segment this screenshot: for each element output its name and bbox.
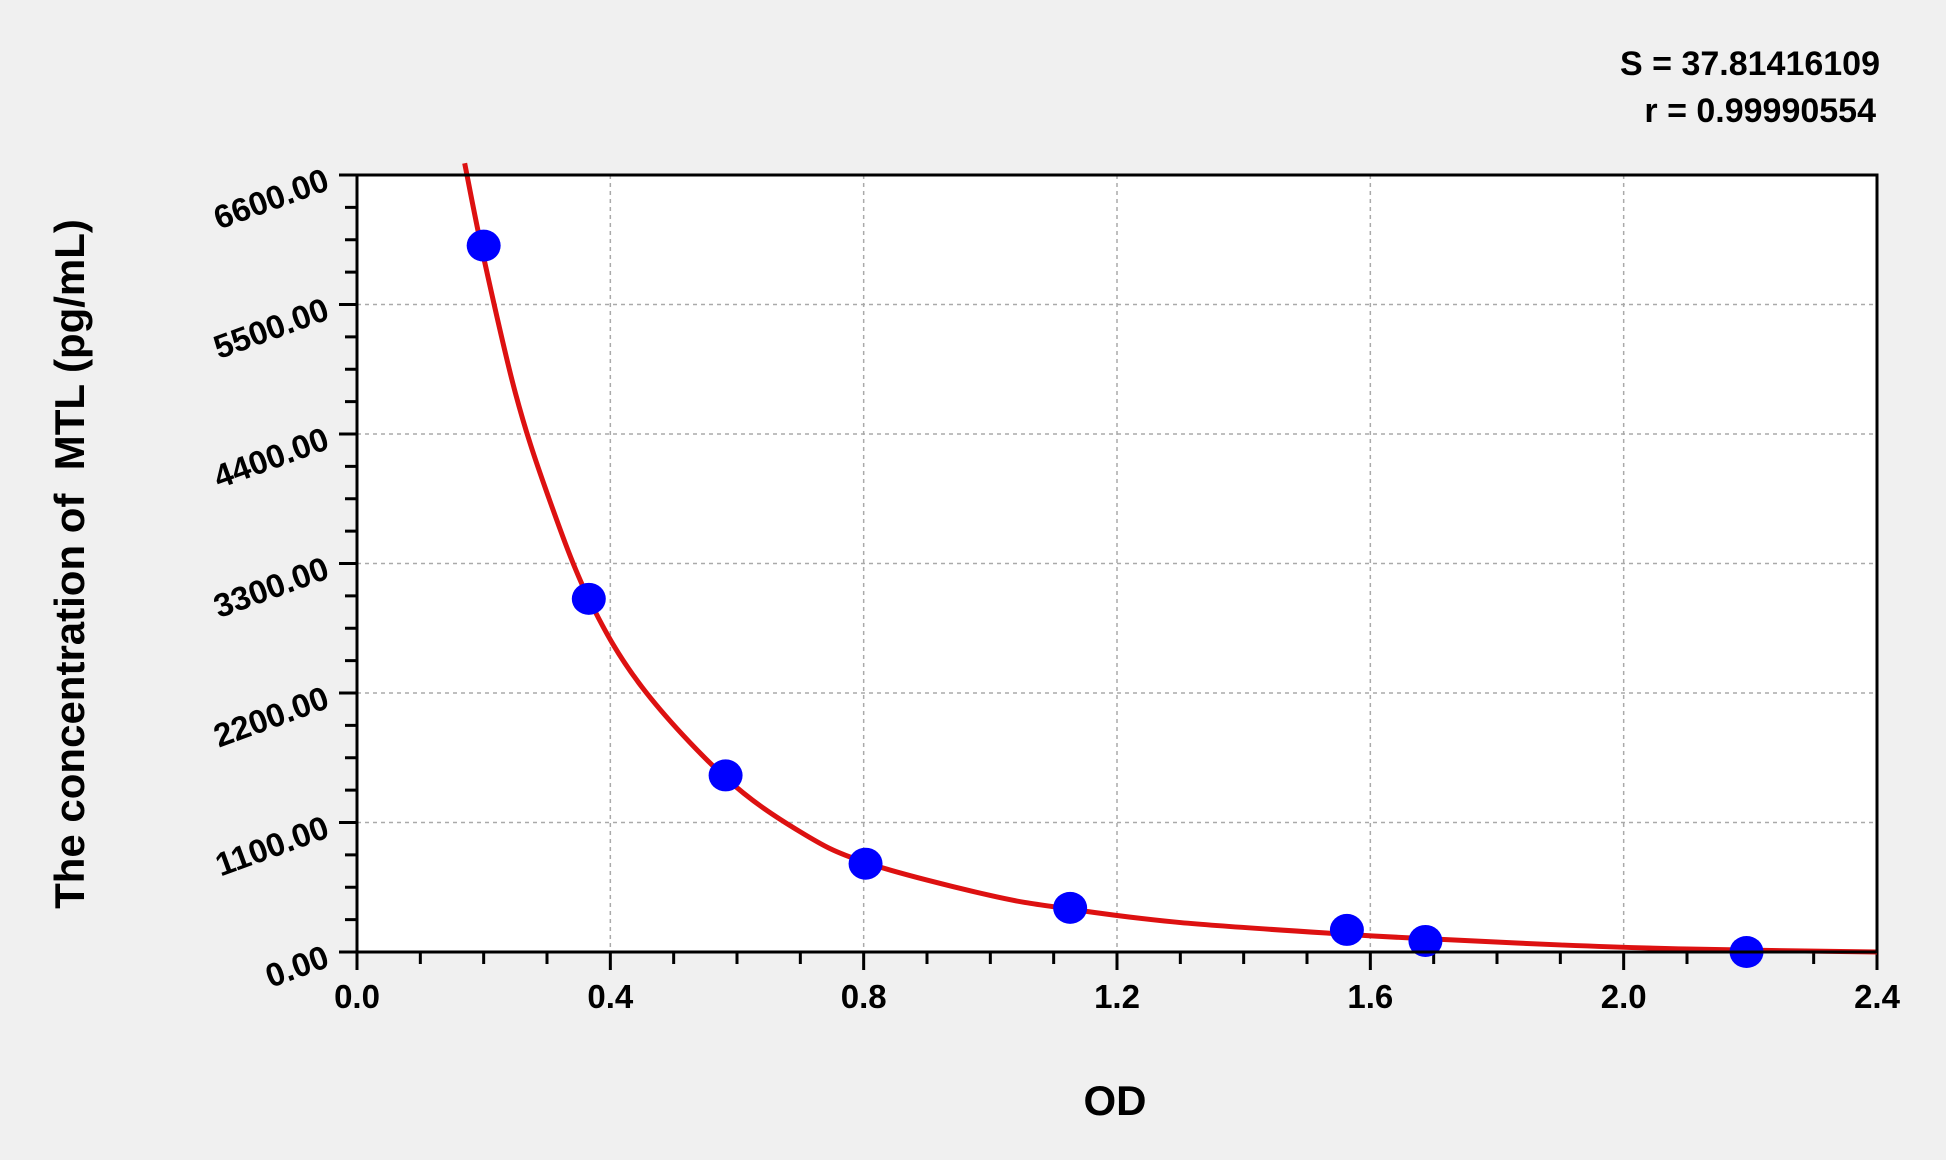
x-tick-label: 1.2	[1094, 978, 1140, 1015]
x-axis-label: OD	[1084, 1077, 1147, 1124]
data-point	[571, 582, 606, 615]
data-point	[1053, 891, 1088, 924]
x-tick-label: 2.4	[1854, 978, 1901, 1015]
stat-r: r = 0.99990554	[1644, 92, 1876, 130]
data-point	[1408, 924, 1443, 957]
grid-lines	[357, 175, 1877, 952]
data-point	[466, 229, 501, 262]
data-point	[848, 847, 883, 880]
data-point	[708, 759, 743, 792]
fit-curve-line	[462, 162, 1878, 955]
fit-curve-group	[462, 162, 1878, 955]
x-tick-label: 2.0	[1601, 978, 1647, 1015]
x-tick-label: 0.8	[841, 978, 887, 1015]
stat-s: S = 37.81416109	[1620, 45, 1880, 83]
x-tick-label: 0.4	[587, 978, 634, 1015]
plot-frame	[355, 173, 1879, 954]
x-tick-label: 0.0	[334, 978, 380, 1015]
y-axis-label: The concentration of MTL (pg/mL)	[46, 219, 93, 909]
data-point	[1329, 913, 1364, 946]
x-tick-label: 1.6	[1347, 978, 1393, 1015]
